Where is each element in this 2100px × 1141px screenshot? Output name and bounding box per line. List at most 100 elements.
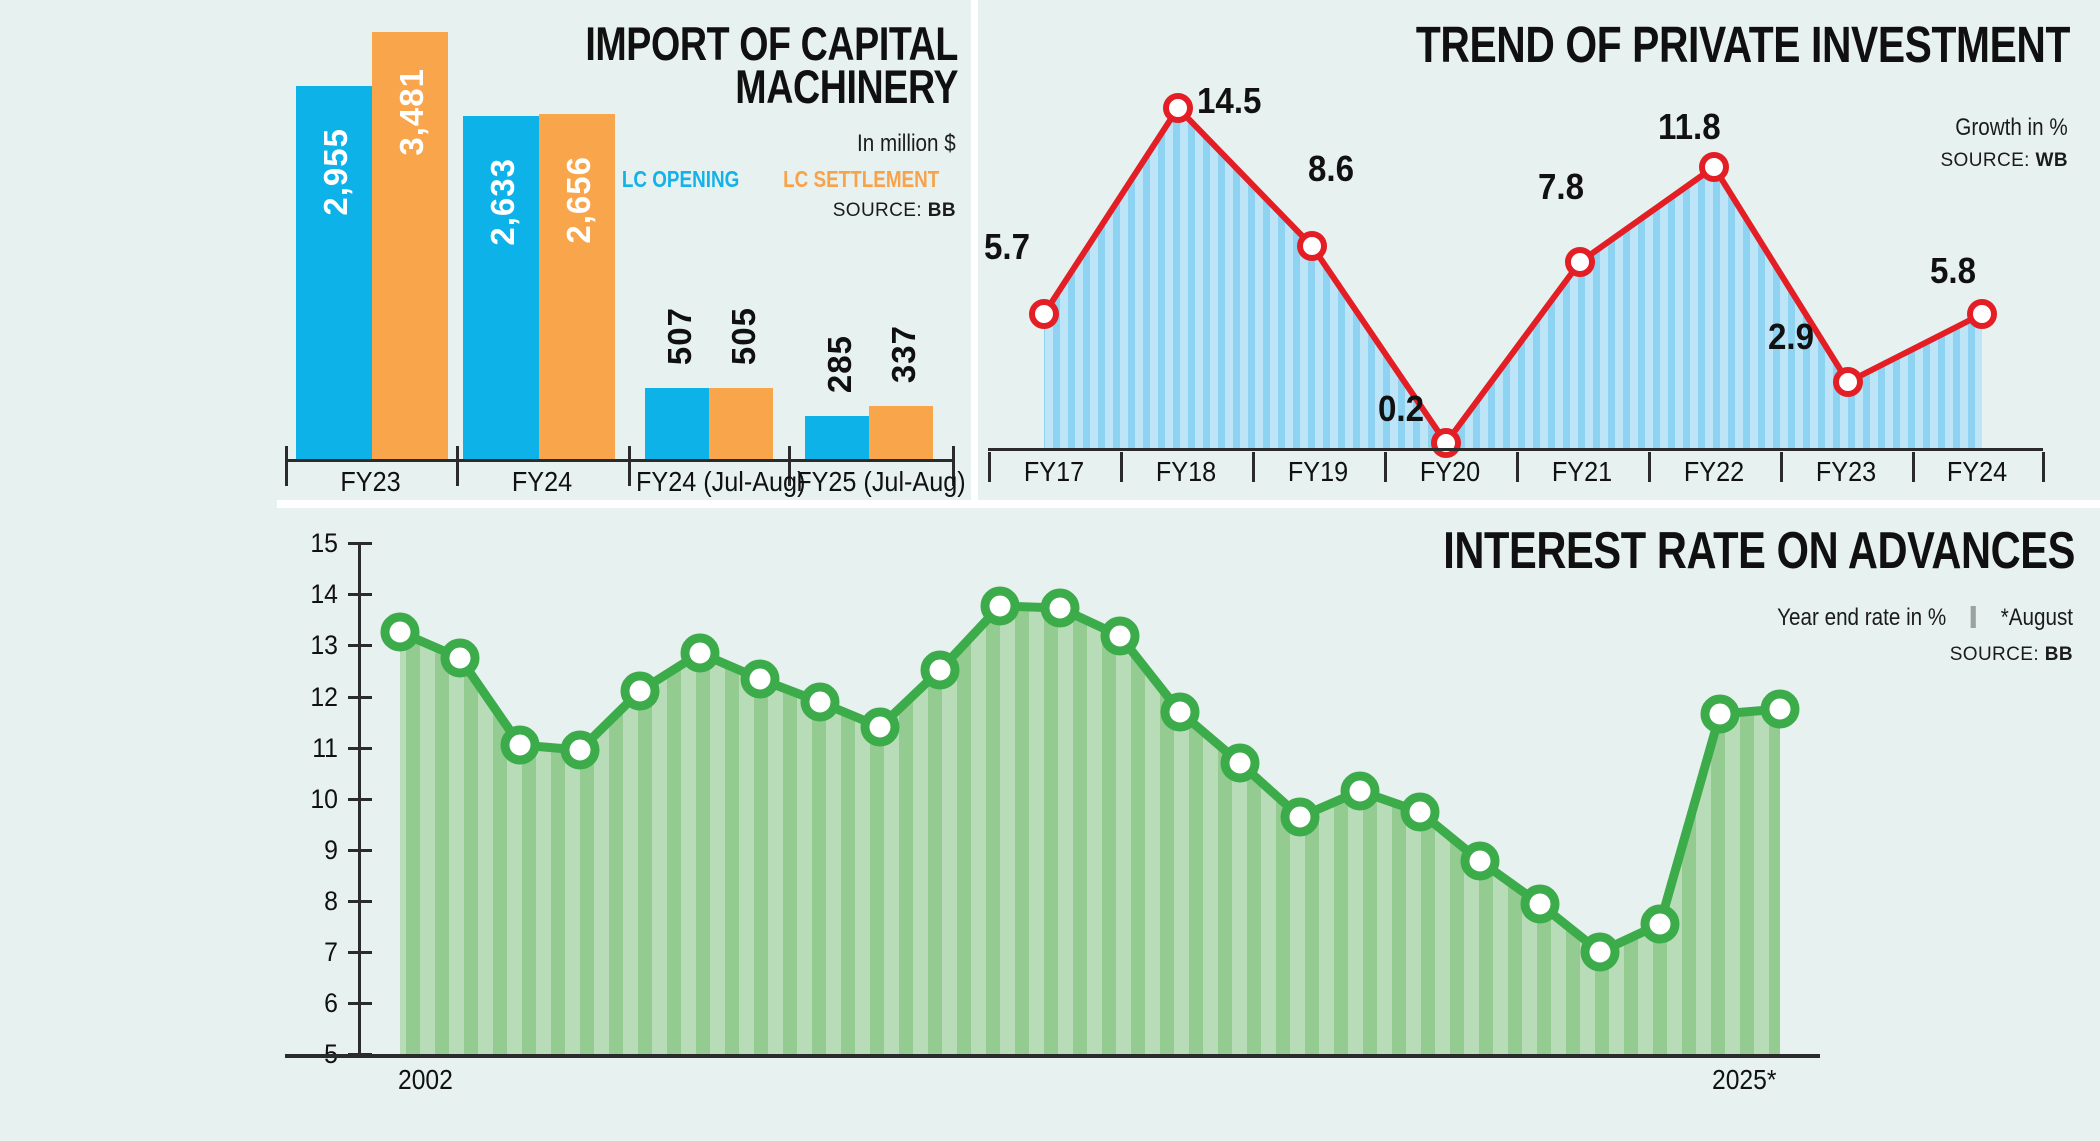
chart2-point-label-fy24: 5.8 (1930, 250, 1977, 291)
chart-interest-rate-on-advances: 15 14 13 12 11 10 9 8 7 6 5 2002 2025* I… (0, 508, 2100, 1141)
chart3-y-label-12: 12 (310, 682, 338, 712)
chart3-unit-note: Year end rate in % (1777, 604, 1947, 631)
bar-label-fy24-lc-opening: 2,633 (484, 158, 521, 246)
chart3-y-tick (348, 951, 372, 954)
chart2-axis-tick (1780, 452, 1783, 482)
chart1-source-prefix: SOURCE: (832, 200, 923, 221)
chart3-y-tick (348, 849, 372, 852)
chart3-y-tick (348, 798, 372, 801)
chart2-axis-tick (1912, 452, 1915, 482)
chart2-x-axis-line (988, 448, 2043, 451)
chart3-x-axis-line (285, 1054, 1820, 1058)
chart1-legend-lc-settlement: LC SETTLEMENT (782, 166, 939, 192)
chart2-axis-tick (2042, 452, 2045, 482)
bar-label-fy24-julaug-lc-opening: 507 (661, 307, 698, 366)
bar-fy23-lc-opening (296, 86, 372, 460)
chart3-area-fill-main (400, 606, 1780, 1054)
chart2-axis-tick (1516, 452, 1519, 482)
chart2-line (1041, 105, 1984, 446)
chart1-axis-tick (628, 446, 631, 486)
bar-label-fy24-julaug-lc-settlement: 505 (725, 307, 762, 366)
chart1-source: SOURCE: BB (833, 200, 956, 222)
bar-fy24-julaug-lc-opening (645, 388, 709, 460)
bar-fy24-lc-settlement (539, 114, 615, 460)
chart2-source-prefix: SOURCE: (1940, 150, 2030, 171)
chart2-markers (1029, 93, 1997, 458)
chart2-point-label-fy20: 0.2 (1378, 388, 1425, 429)
chart3-source: SOURCE: BB (1950, 644, 2073, 666)
chart3-source-value: BB (2044, 644, 2073, 665)
chart1-axis-tick (952, 446, 955, 486)
chart2-x-label-fy18: FY18 (1155, 456, 1217, 487)
chart2-x-label-fy20: FY20 (1419, 456, 1481, 487)
chart2-axis-tick (1384, 452, 1387, 482)
bar-fy25-julaug-lc-opening (805, 416, 869, 460)
chart3-y-label-13: 13 (310, 630, 338, 660)
chart2-x-label-fy19: FY19 (1287, 456, 1349, 487)
chart2-title: TREND OF PRIVATE INVESTMENT (1415, 16, 2071, 73)
chart3-y-tick (348, 696, 372, 699)
chart1-axis-tick (456, 446, 459, 486)
chart3-y-tick (348, 1002, 372, 1005)
bar-fy23-lc-settlement (372, 32, 448, 460)
chart2-x-label-fy21: FY21 (1551, 456, 1613, 487)
chart1-unit-note: In million $ (857, 130, 956, 157)
chart3-range-start-label: 2002 (398, 1064, 453, 1095)
chart3-y-label-8: 8 (324, 886, 338, 916)
chart2-point-label-fy21: 7.8 (1538, 166, 1585, 207)
chart3-footnote: *August (2000, 604, 2073, 631)
horizontal-divider (277, 500, 2100, 508)
bar-fy24-julaug-lc-settlement (709, 388, 773, 460)
bar-fy25-julaug-lc-settlement (869, 406, 933, 460)
chart3-y-label-10: 10 (310, 784, 338, 814)
chart2-axis-tick (1252, 452, 1255, 482)
chart3-range-end-label: 2025* (1712, 1064, 1777, 1095)
chart3-y-label-7: 7 (324, 937, 338, 967)
vertical-divider (971, 0, 978, 500)
bar-fy24-lc-opening (463, 116, 539, 460)
chart1-x-label-fy23: FY23 (340, 466, 401, 497)
chart3-y-tick (348, 593, 372, 596)
bar-label-fy23-lc-opening: 2,955 (317, 128, 354, 216)
chart1-x-label-fy24-julaug: FY24 (Jul-Aug) (636, 466, 806, 497)
chart2-point-label-fy23: 2.9 (1768, 316, 1815, 357)
chart1-legend-lc-opening: LC OPENING (622, 166, 740, 192)
chart3-source-prefix: SOURCE: (1949, 644, 2040, 665)
chart1-axis-tick (788, 446, 791, 486)
chart3-y-tick (348, 747, 372, 750)
chart2-point-label-fy19: 8.6 (1308, 148, 1355, 189)
chart2-source-value: WB (2035, 150, 2068, 171)
chart2-point-label-fy18: 14.5 (1197, 80, 1262, 121)
chart2-plot-svg (1029, 93, 1997, 458)
chart3-markers (380, 586, 1800, 972)
chart1-x-label-fy24: FY24 (511, 466, 573, 497)
chart2-point-label-fy17: 5.7 (984, 226, 1031, 267)
chart2-area-fill (1044, 108, 1982, 448)
chart3-y-tick (348, 644, 372, 647)
chart3-y-tick (348, 542, 372, 545)
chart1-legend: LC OPENING LC SETTLEMENT (609, 166, 956, 193)
chart2-x-label-fy23: FY23 (1815, 456, 1877, 487)
chart1-plot-area: 2,955 3,481 2,633 2,656 507 505 285 337 (0, 0, 971, 460)
chart2-axis-tick (1648, 452, 1651, 482)
bar-label-fy25-julaug-lc-opening: 285 (821, 335, 858, 394)
bar-label-fy23-lc-settlement: 3,481 (393, 68, 430, 156)
separator-bar-icon (1970, 606, 1977, 628)
chart2-x-label-fy17: FY17 (1023, 456, 1085, 487)
chart2-point-label-fy22: 11.8 (1658, 106, 1721, 147)
chart-import-of-capital-machinery: 2,955 3,481 2,633 2,656 507 505 285 337 … (0, 0, 971, 500)
chart2-axis-tick (988, 452, 991, 482)
chart3-y-label-9: 9 (324, 835, 338, 865)
bar-label-fy24-lc-settlement: 2,656 (560, 156, 597, 244)
bar-label-fy25-julaug-lc-settlement: 337 (885, 325, 922, 384)
chart1-title: IMPORT OF CAPITAL MACHINERY (585, 17, 958, 114)
chart3-y-label-15: 15 (310, 528, 338, 558)
chart3-plot-svg (380, 586, 1800, 1054)
chart2-x-label-fy22: FY22 (1683, 456, 1745, 487)
chart3-y-label-14: 14 (310, 579, 338, 609)
chart3-notes: Year end rate in % *August (1777, 604, 2073, 632)
chart3-y-label-11: 11 (312, 733, 338, 763)
chart2-axis-tick (1120, 452, 1123, 482)
chart1-x-label-fy25-julaug: FY25 (Jul-Aug) (796, 466, 966, 497)
chart2-x-label-fy24: FY24 (1946, 456, 2008, 487)
